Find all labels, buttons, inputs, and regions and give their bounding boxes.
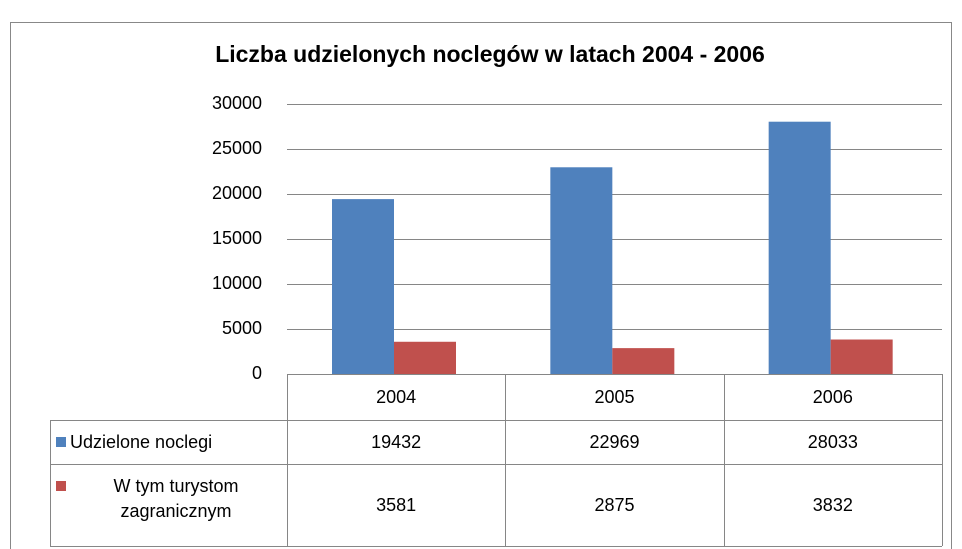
bar <box>394 341 456 374</box>
bar <box>550 167 613 374</box>
table-value: 2875 <box>594 495 634 515</box>
y-tick-label: 25000 <box>212 138 262 158</box>
legend-label: W tym turystom zagranicznym <box>113 476 239 521</box>
table-value: 3832 <box>813 495 853 515</box>
bar <box>332 199 394 374</box>
table-value: 22969 <box>589 432 639 452</box>
table-value: 19432 <box>371 432 421 452</box>
x-tick-label: 2005 <box>594 387 634 407</box>
chart-title: Liczba udzielonych noclegów w latach 200… <box>215 41 765 67</box>
legend-key <box>56 481 66 491</box>
y-tick-label: 0 <box>252 363 262 383</box>
bar <box>768 121 831 374</box>
y-tick-label: 15000 <box>212 228 262 248</box>
table-value: 3581 <box>376 495 416 515</box>
y-tick-label: 5000 <box>222 318 262 338</box>
legend-label: Udzielone noclegi <box>70 432 212 452</box>
legend-label-box: W tym turystom zagranicznym <box>113 476 239 521</box>
bar <box>830 339 893 374</box>
x-tick-label: 2004 <box>376 387 416 407</box>
y-tick-label: 20000 <box>212 183 262 203</box>
y-tick-label: 30000 <box>212 93 262 113</box>
bar <box>612 348 675 374</box>
y-tick-label: 10000 <box>212 273 262 293</box>
legend-key <box>56 437 66 447</box>
table-value: 28033 <box>808 432 858 452</box>
x-tick-label: 2006 <box>813 387 853 407</box>
